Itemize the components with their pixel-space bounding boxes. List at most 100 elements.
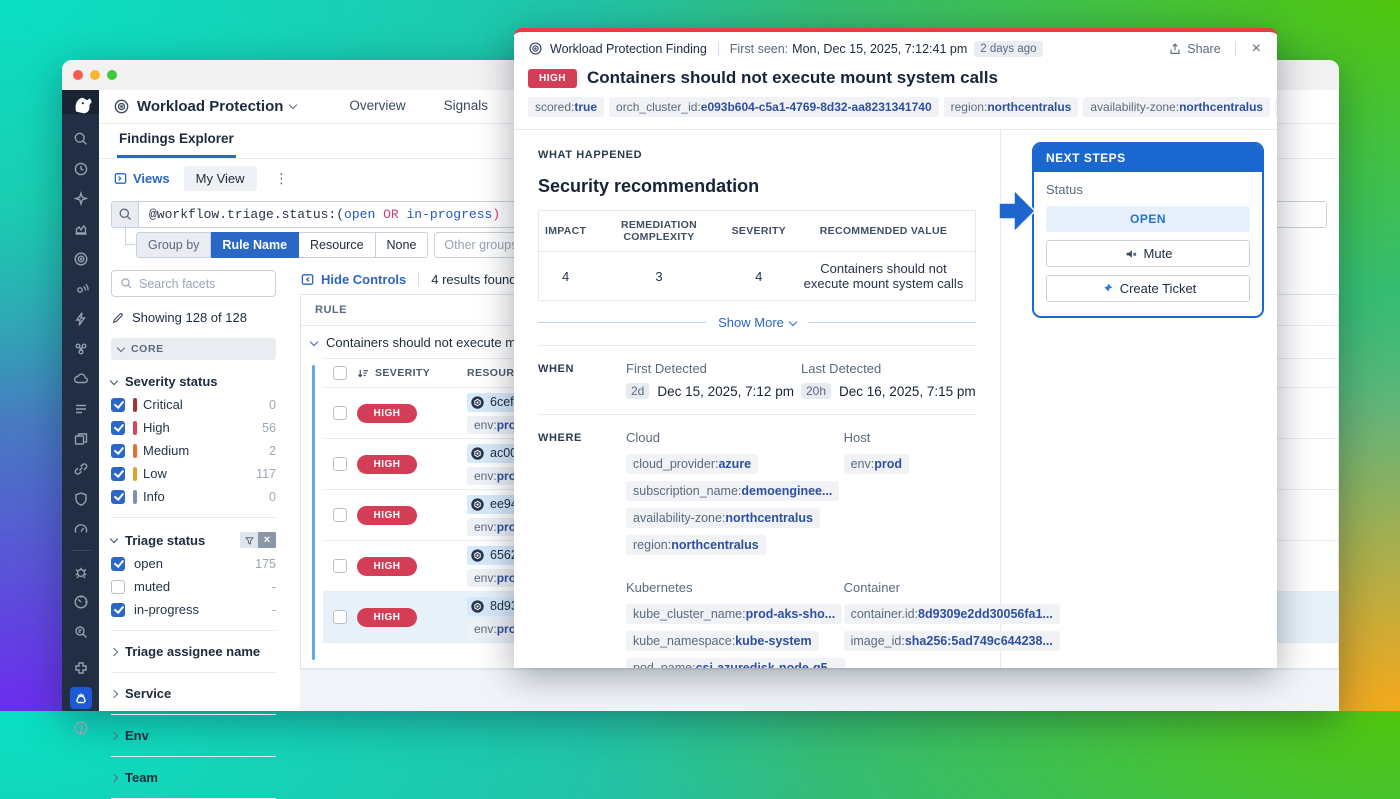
checkbox-checked[interactable] (111, 466, 125, 481)
tag-subscription-name[interactable]: subscription_name:demoenginee... (626, 481, 840, 501)
checkbox-checked[interactable] (111, 443, 125, 458)
facet-filter-icon[interactable] (240, 532, 258, 548)
facet-service[interactable]: Service (109, 673, 276, 701)
tag-env[interactable]: env:prod (843, 454, 910, 474)
facet-triage-assignee[interactable]: Triage assignee name (109, 631, 276, 659)
show-more-button[interactable]: Show More (718, 315, 798, 330)
tag-image-id[interactable]: image_id:sha256:5ad749c644238... (843, 631, 1060, 651)
tag-region[interactable]: region:northcentralus (626, 535, 766, 555)
zoom-window-button[interactable] (107, 70, 117, 80)
next-steps-column: NEXT STEPS Status OPEN Mute Create Ticke… (998, 130, 1277, 668)
facet-row-low[interactable]: Low 117 (111, 466, 276, 481)
facet-showing[interactable]: Showing 128 of 128 (111, 310, 276, 325)
tag-availability-zone[interactable]: availability-zone:northcentralus (626, 508, 820, 528)
security-recommendation-title: Security recommendation (538, 176, 760, 196)
search-icon[interactable] (70, 128, 92, 150)
status-open-button[interactable]: OPEN (1046, 206, 1250, 232)
checkbox-checked[interactable] (111, 420, 125, 435)
cloud-cost-icon[interactable] (70, 368, 92, 390)
facet-row-high[interactable]: High 56 (111, 420, 276, 435)
select-all-checkbox[interactable] (333, 366, 347, 380)
slo-gauge-icon[interactable] (70, 518, 92, 540)
tag-client-id[interactable]: client_id:b80ab235-6... (1275, 97, 1277, 117)
checkbox-checked[interactable] (111, 602, 125, 617)
facet-clear-icon[interactable]: × (258, 532, 276, 548)
facet-severity-status[interactable]: Severity status (109, 374, 276, 389)
tag-kube-cluster-name[interactable]: kube_cluster_name:prod-aks-sho... (626, 604, 843, 624)
checkbox-checked[interactable] (111, 397, 125, 412)
column-header-severity[interactable]: SEVERITY (375, 367, 431, 379)
facet-search[interactable] (111, 270, 276, 297)
log-search-icon[interactable] (70, 621, 92, 643)
share-button[interactable]: Share (1168, 42, 1221, 56)
column-header-resource[interactable]: RESOURCE (467, 367, 530, 379)
facet-row-in-progress[interactable]: in-progress - (111, 602, 276, 617)
tab-overview[interactable]: Overview (349, 97, 406, 113)
product-switcher[interactable]: Workload Protection (137, 98, 284, 115)
logs-icon[interactable] (70, 398, 92, 420)
active-nav-icon[interactable] (69, 687, 92, 709)
row-checkbox[interactable] (333, 508, 347, 522)
current-view[interactable]: My View (183, 165, 257, 191)
sort-descending-icon[interactable] (357, 367, 370, 380)
facet-team[interactable]: Team (109, 757, 276, 785)
tag-pod-name[interactable]: pod_name:csi-azuredisk-node-g5... (626, 658, 845, 668)
serverless-bolt-icon[interactable] (70, 308, 92, 330)
ci-link-icon[interactable] (70, 458, 92, 480)
performance-dial-icon[interactable] (70, 591, 92, 613)
tag-orch-cluster-id[interactable]: orch_cluster_id:e093b604-c5a1-4769-8d32-… (609, 97, 939, 117)
help-icon[interactable] (70, 717, 92, 739)
row-checkbox[interactable] (333, 559, 347, 573)
minimize-window-button[interactable] (90, 70, 100, 80)
tab-findings-explorer[interactable]: Findings Explorer (117, 131, 236, 158)
create-ticket-button[interactable]: Create Ticket (1046, 275, 1250, 302)
tag-scored[interactable]: scored:true (528, 97, 605, 117)
history-icon[interactable] (70, 158, 92, 180)
edit-pencil-icon (113, 312, 123, 323)
views-button[interactable]: Views (113, 171, 170, 186)
facet-search-input[interactable] (139, 276, 267, 291)
tag-region[interactable]: region:northcentralus (943, 97, 1079, 117)
security-shield-icon[interactable] (70, 488, 92, 510)
col-remediation-complexity: REMEDIATION COMPLEXITY (592, 210, 726, 252)
facet-row-medium[interactable]: Medium 2 (111, 443, 276, 458)
group-by-none[interactable]: None (375, 232, 429, 258)
facet-row-open[interactable]: open 175 (111, 556, 276, 571)
hide-controls-button[interactable]: Hide Controls (300, 272, 406, 287)
checkbox-unchecked[interactable] (111, 579, 125, 594)
tag-availability-zone[interactable]: availability-zone:northcentralus (1083, 97, 1271, 117)
group-by-rule-name[interactable]: Rule Name (211, 232, 300, 258)
row-checkbox[interactable] (333, 610, 347, 624)
software-catalog-icon[interactable] (70, 428, 92, 450)
checkbox-checked[interactable] (111, 489, 125, 504)
error-tracking-bug-icon[interactable] (70, 561, 92, 583)
integrations-puzzle-icon[interactable] (70, 657, 92, 679)
group-by-resource[interactable]: Resource (299, 232, 376, 258)
facet-row-critical[interactable]: Critical 0 (111, 397, 276, 412)
datadog-logo[interactable] (62, 90, 99, 114)
view-options-kebab-icon[interactable]: ⋮ (274, 169, 289, 186)
facet-triage-status[interactable]: Triage status × (109, 532, 276, 548)
processes-icon[interactable] (70, 338, 92, 360)
watchdog-sparkle-icon[interactable] (70, 188, 92, 210)
facet-row-info[interactable]: Info 0 (111, 489, 276, 504)
tag-container-id[interactable]: container.id:8d9309e2dd30056fa1... (843, 604, 1060, 624)
chevron-down-icon[interactable] (289, 100, 298, 110)
tag-cloud-provider[interactable]: cloud_provider:azure (626, 454, 759, 474)
close-panel-icon[interactable]: × (1251, 39, 1261, 57)
checkbox-checked[interactable] (111, 556, 125, 571)
row-checkbox[interactable] (333, 457, 347, 471)
severity-color-bar (133, 466, 137, 481)
facet-env[interactable]: Env (109, 715, 276, 743)
rum-icon[interactable] (70, 278, 92, 300)
chevron-down-icon[interactable] (309, 337, 319, 346)
mute-button[interactable]: Mute (1046, 240, 1250, 267)
facet-group-core[interactable]: CORE (111, 338, 276, 360)
close-window-button[interactable] (73, 70, 83, 80)
tab-signals[interactable]: Signals (443, 97, 488, 113)
apm-target-icon[interactable] (70, 248, 92, 270)
metrics-icon[interactable] (70, 218, 92, 240)
facet-row-muted[interactable]: muted - (111, 579, 276, 594)
tag-kube-namespace[interactable]: kube_namespace:kube-system (626, 631, 819, 651)
row-checkbox[interactable] (333, 406, 347, 420)
